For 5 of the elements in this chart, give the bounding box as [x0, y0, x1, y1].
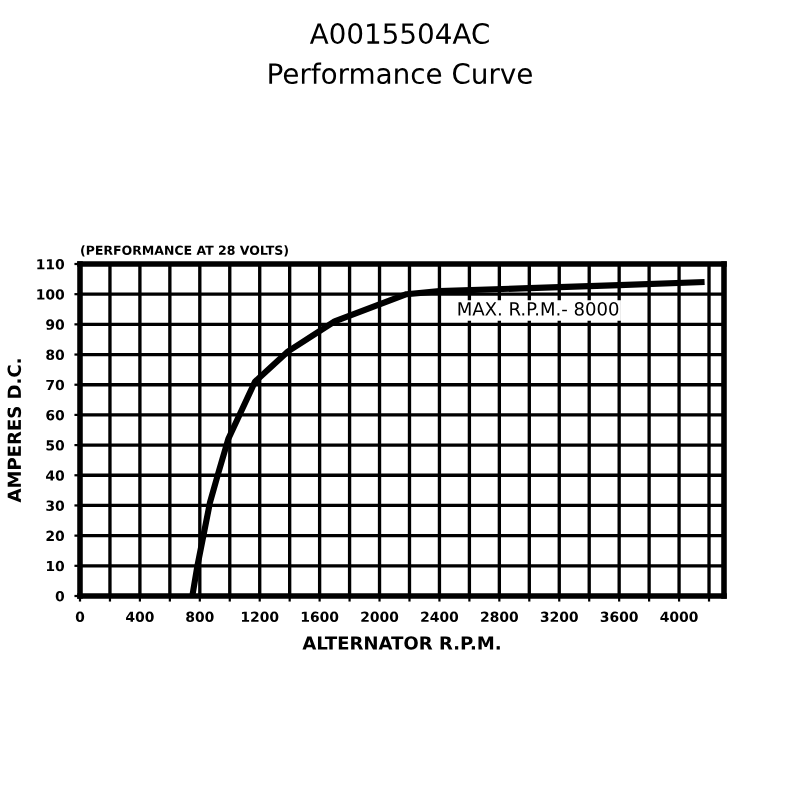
- chart-title: A0015504AC: [309, 23, 489, 45]
- x-axis-title: ALTERNATOR R.P.M.: [302, 636, 500, 650]
- chart-subtitle: Performance Curve: [269, 62, 532, 85]
- y-axis-title: AMPERES D.C.: [7, 359, 22, 503]
- annotation: MAX. R.P.M.- 8000: [458, 302, 619, 316]
